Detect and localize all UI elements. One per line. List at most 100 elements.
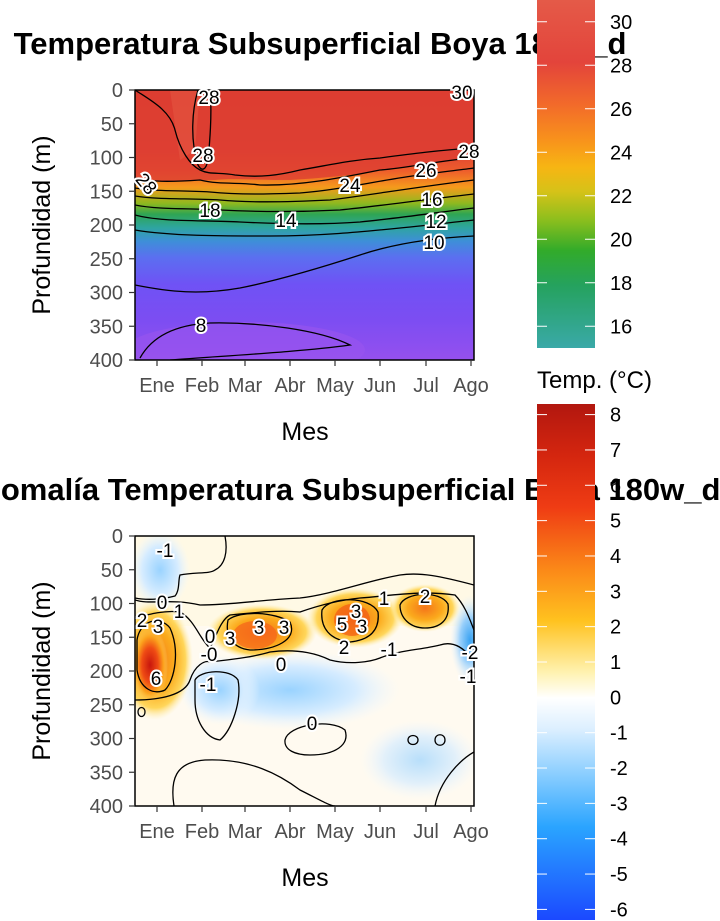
x-tick-label: Ene [139, 375, 175, 397]
colorbar-tick-label: 3 [610, 581, 621, 603]
x-tick-label: Abr [274, 375, 305, 397]
x-tick-label: Ago [453, 821, 489, 843]
contour-label: 26 [415, 161, 436, 182]
colorbar-tick-label: 20 [610, 229, 632, 251]
colorbar-tick-label: 5 [610, 511, 621, 533]
y-tick-label: 100 [90, 594, 123, 616]
y-tick-label: 300 [90, 283, 123, 305]
y-tick-label: 250 [90, 695, 123, 717]
y-tick-label: 100 [90, 148, 123, 170]
chart-title: Anomalía Temperatura Subsuperficial Boya… [0, 472, 720, 507]
contour-label: 1 [379, 589, 390, 610]
chart-title: Temperatura Subsuperficial Boya 180w_d [14, 26, 627, 61]
y-tick-label: 0 [112, 80, 123, 102]
contour-label: 3 [153, 617, 164, 638]
contour-label: -0 [201, 645, 218, 666]
y-tick-label: 350 [90, 762, 123, 784]
y-tick-label: 300 [90, 729, 123, 751]
x-tick-label: Jun [364, 821, 396, 843]
colorbar-tick-label: 26 [610, 99, 632, 121]
anomaly-contours [135, 536, 474, 806]
contour-label: 16 [421, 190, 442, 211]
contour-label: 3 [225, 629, 236, 650]
colorbar-tick-label: 24 [610, 142, 632, 164]
contour-label: 8 [196, 316, 207, 337]
x-tick-label: Jul [413, 821, 439, 843]
temperature-panel: Temperatura Subsuperficial Boya 180w_d 2… [14, 0, 632, 446]
y-axis-ticks: 0 50 100 150 200 250 300 350 400 [90, 80, 135, 372]
colorbar-tick-label: 0 [610, 687, 621, 709]
colorbar-tick-label: -3 [610, 793, 628, 815]
colorbar-tick-label: 8 [610, 405, 621, 427]
y-tick-label: 150 [90, 627, 123, 649]
contour-label: 3 [279, 618, 290, 639]
contour-label: 18 [199, 201, 220, 222]
colorbar-tick-label: 30 [610, 12, 632, 34]
colorbar-title: Temp. (°C) [537, 367, 652, 394]
temperature-contours [135, 90, 474, 360]
x-axis-ticks: Ene Feb Mar Abr May Jun Jul Ago [139, 360, 489, 397]
temperature-contour-labels: 28 30 28 28 28 26 24 16 18 14 12 10 8 [129, 81, 482, 339]
x-tick-label: Ago [453, 375, 489, 397]
x-tick-label: Abr [274, 821, 305, 843]
contour-label: -2 [462, 643, 479, 664]
contour-label: 28 [192, 146, 213, 167]
colorbar-tick-label: -2 [610, 758, 628, 780]
contour-label: 12 [425, 212, 446, 233]
colorbar: 16 18 20 22 24 26 28 30 [537, 0, 632, 348]
y-axis-ticks: 0 50 100 150 200 250 300 350 400 [90, 526, 135, 818]
y-tick-label: 350 [90, 316, 123, 338]
y-tick-label: 200 [90, 215, 123, 237]
y-tick-label: 400 [90, 350, 123, 372]
contour-label: 30 [451, 83, 472, 104]
x-tick-label: Ene [139, 821, 175, 843]
contour-label: 0 [276, 655, 287, 676]
colorbar-tick-label: 22 [610, 186, 632, 208]
y-tick-label: 400 [90, 796, 123, 818]
y-tick-label: 50 [101, 560, 123, 582]
y-tick-label: 150 [90, 181, 123, 203]
x-axis-ticks: Ene Feb Mar Abr May Jun Jul Ago [139, 806, 489, 843]
contour-label: 1 [174, 602, 185, 623]
colorbar-tick-label: 1 [610, 652, 621, 674]
x-tick-label: Jun [364, 375, 396, 397]
contour-label: 2 [420, 587, 431, 608]
contour-label: -1 [200, 675, 217, 696]
contour-label: 5 [337, 615, 348, 636]
contour-label: 0 [205, 627, 216, 648]
anomaly-contour-labels: -1 2 3 0 1 6 0 -0 -1 3 3 3 0 3 5 3 2 1 -… [135, 539, 481, 737]
y-tick-label: 0 [112, 526, 123, 548]
y-axis-title: Profundidad (m) [28, 581, 56, 760]
colorbar-tick-label: -5 [610, 864, 628, 886]
colorbar: Temp. (°C) 8 7 6 5 4 3 2 1 0 -1 -2 -3 -4 -5 -6 [537, 367, 652, 921]
colorbar-tick-label: 18 [610, 273, 632, 295]
contour-label: 3 [254, 618, 265, 639]
contour-label: -1 [157, 541, 174, 562]
colorbar-tick-label: 16 [610, 316, 632, 338]
colorbar-tick-label: 7 [610, 440, 621, 462]
x-tick-label: Mar [228, 821, 263, 843]
y-tick-label: 50 [101, 114, 123, 136]
contour-label: 2 [137, 611, 148, 632]
colorbar-tick-label: -1 [610, 723, 628, 745]
contour-label: 14 [275, 211, 297, 232]
x-tick-label: May [316, 821, 354, 843]
colorbar-tick-label: 28 [610, 55, 632, 77]
colorbar-ticks: 8 7 6 5 4 3 2 1 0 -1 -2 -3 -4 -5 -6 [537, 405, 628, 921]
contour-label: 6 [151, 669, 162, 690]
contour-label: 28 [198, 88, 219, 109]
y-tick-label: 250 [90, 249, 123, 271]
colorbar-gradient [537, 0, 595, 348]
x-tick-label: May [316, 375, 354, 397]
contour-label: 0 [157, 593, 168, 614]
x-tick-label: Jul [413, 375, 439, 397]
colorbar-tick-label: 4 [610, 546, 621, 568]
colorbar-ticks: 16 18 20 22 24 26 28 30 [537, 12, 632, 338]
colorbar-tick-label: -6 [610, 899, 628, 921]
contour-label: 2 [339, 638, 350, 659]
contour-label: 3 [357, 617, 368, 638]
anomaly-panel: Anomalía Temperatura Subsuperficial Boya… [0, 367, 720, 921]
colorbar-tick-label: 6 [610, 475, 621, 497]
contour-label: 10 [423, 233, 444, 254]
